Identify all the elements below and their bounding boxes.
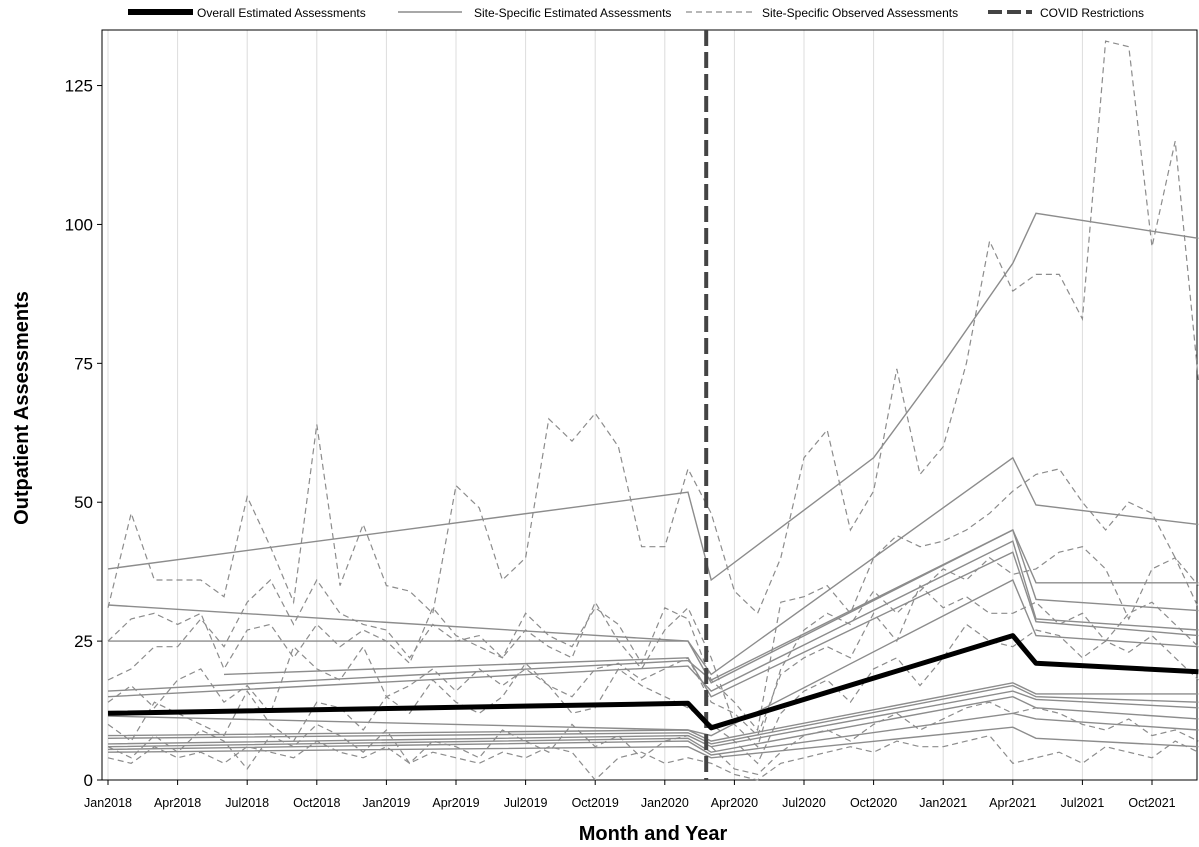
y-tick-label: 75 (74, 354, 93, 373)
plot-area (101, 29, 1198, 781)
x-tick-label: Jul2018 (225, 796, 269, 810)
estimated-series-line (107, 529, 1199, 692)
x-tick-label: Apr2021 (989, 796, 1036, 810)
observed-series-line (107, 701, 1199, 776)
observed-series-line (107, 734, 1199, 781)
y-tick-label: 50 (74, 493, 93, 512)
legend-label: Overall Estimated Assessments (197, 6, 366, 20)
observed-series-line (107, 40, 1199, 615)
estimated-series-line (107, 579, 1199, 737)
estimated-series-line (107, 712, 1199, 756)
estimated-series-line (107, 540, 1199, 698)
y-axis: 0 25 50 75 100 125 (65, 77, 102, 790)
estimated-series-line (107, 695, 1199, 753)
x-tick-label: Jan2018 (84, 796, 132, 810)
x-tick-label: Apr2018 (154, 796, 201, 810)
y-tick-label: 100 (65, 215, 93, 234)
overall-estimated-series (107, 633, 1199, 731)
site-specific-estimated-series-group (107, 212, 1199, 759)
legend-label: COVID Restrictions (1040, 6, 1144, 20)
estimated-series-line (107, 682, 1199, 742)
x-tick-label: Jan2019 (362, 796, 410, 810)
x-tick-label: Oct2020 (850, 796, 897, 810)
site-specific-observed-series-group (107, 40, 1199, 781)
x-tick-label: Jul2020 (782, 796, 826, 810)
x-tick-label: Jan2020 (641, 796, 689, 810)
y-tick-label: 25 (74, 632, 93, 651)
x-axis: Jan2018 Apr2018 Jul2018 Oct2018 Jan2019 Apr20… (84, 780, 1176, 810)
x-tick-label: Jul2021 (1061, 796, 1105, 810)
estimated-series-line (107, 690, 1199, 748)
estimated-series-line (107, 456, 1199, 676)
observed-series-line (107, 546, 1199, 748)
estimated-series-line (107, 726, 1199, 759)
x-tick-label: Apr2019 (432, 796, 479, 810)
x-tick-label: Oct2019 (572, 796, 619, 810)
x-tick-label: Oct2018 (293, 796, 340, 810)
x-tick-label: Apr2020 (711, 796, 758, 810)
legend-label: Site-Specific Estimated Assessments (474, 6, 671, 20)
y-tick-label: 0 (84, 771, 93, 790)
observed-series-line (107, 623, 1199, 765)
observed-series-line (107, 584, 1199, 737)
x-tick-label: Oct2021 (1128, 796, 1175, 810)
estimated-series-line (108, 529, 1199, 684)
y-tick-label: 125 (65, 77, 93, 96)
estimated-series-line (107, 212, 1199, 582)
y-axis-title: Outpatient Assessments (11, 291, 33, 525)
observed-series-line (107, 468, 1199, 732)
estimated-series-line (223, 551, 1199, 698)
legend: Overall Estimated Assessments Site-Specif… (128, 6, 1144, 20)
legend-label: Site-Specific Observed Assessments (762, 6, 958, 20)
x-tick-label: Jan2021 (919, 796, 967, 810)
x-axis-title: Month and Year (579, 823, 728, 845)
estimated-series-line (107, 684, 1199, 745)
x-tick-label: Jul2019 (504, 796, 548, 810)
vertical-gridlines (107, 30, 1153, 780)
